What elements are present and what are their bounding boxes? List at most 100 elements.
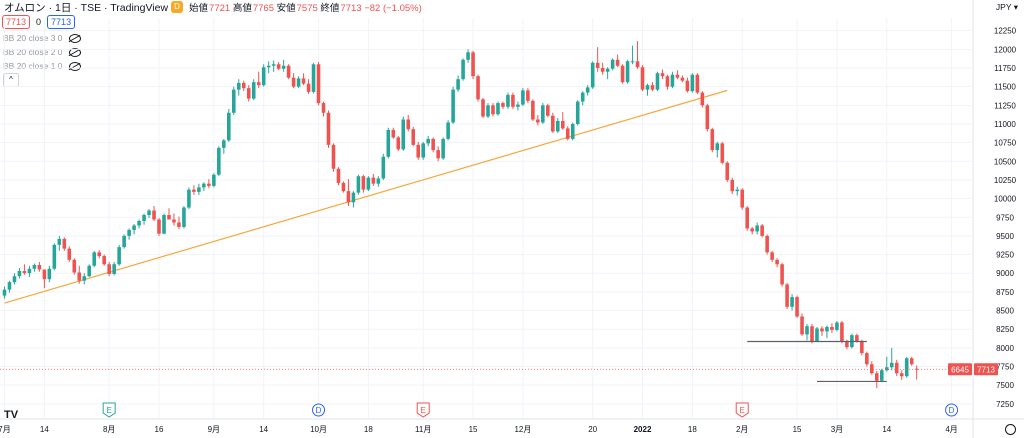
candle-body xyxy=(376,178,381,184)
x-tick-label: 9月 xyxy=(208,425,220,434)
candle-body xyxy=(575,101,580,124)
candle-body xyxy=(426,138,430,144)
candle-body xyxy=(37,265,42,270)
sell-price-button[interactable]: 7713 xyxy=(2,15,31,29)
candle-body xyxy=(127,229,131,236)
candle-body xyxy=(246,88,251,99)
candle-body xyxy=(47,268,52,280)
candle-body xyxy=(570,123,575,139)
y-tick-label: 8750 xyxy=(996,288,1014,297)
candle-body xyxy=(835,322,839,330)
candle-body xyxy=(600,68,605,72)
hide-eye-icon[interactable] xyxy=(68,61,81,71)
dividend-event-marker xyxy=(945,403,959,417)
candle-body xyxy=(306,83,311,92)
candle-body xyxy=(386,129,391,157)
candle-body xyxy=(511,94,515,107)
candle-body xyxy=(436,150,440,159)
candle-body xyxy=(914,368,919,370)
y-tick-label: 10000 xyxy=(994,195,1017,204)
market-status-badge[interactable]: D xyxy=(171,1,184,13)
candle-body xyxy=(620,65,625,83)
candle-body xyxy=(894,362,899,374)
y-tick-label: 12000 xyxy=(994,45,1017,54)
settings-gear-icon[interactable] xyxy=(1005,424,1016,435)
candle-body xyxy=(187,189,191,208)
candle-body xyxy=(371,177,376,184)
candle-body xyxy=(32,265,37,269)
x-tick-label: 3月 xyxy=(831,425,843,434)
candle-body xyxy=(501,103,505,107)
high-value: 7765 xyxy=(252,3,274,14)
chart-header: オムロン · 1日 · TSE · TradingView D 始値7721 高… xyxy=(4,0,422,14)
candle-body xyxy=(476,76,480,100)
candle-body xyxy=(815,328,819,342)
change-value: −82 (−1.05%) xyxy=(364,3,422,14)
candle-body xyxy=(690,74,695,92)
low-value: 7575 xyxy=(296,3,318,14)
currency-selector[interactable]: JPY ▾ xyxy=(995,2,1018,12)
x-tick-label: 12月 xyxy=(514,425,531,434)
candle-body xyxy=(800,316,804,335)
candle-body xyxy=(551,115,555,132)
x-tick-label: 18 xyxy=(364,425,373,434)
candle-body xyxy=(157,219,161,234)
candle-body xyxy=(521,90,525,105)
candle-body xyxy=(87,265,92,277)
candle-body xyxy=(202,183,206,188)
candle-body xyxy=(241,82,246,89)
candle-body xyxy=(670,74,675,87)
candle-body xyxy=(655,73,660,90)
candle-body xyxy=(750,228,754,232)
candle-body xyxy=(311,64,316,92)
candle-body xyxy=(765,235,769,253)
y-tick-label: 10250 xyxy=(994,176,1017,185)
candle-body xyxy=(107,264,111,274)
candle-body xyxy=(7,282,12,290)
symbol-title[interactable]: オムロン · 1日 · TSE · TradingView xyxy=(4,1,169,14)
event-marker-label: D xyxy=(949,406,955,415)
x-tick-label: 15 xyxy=(793,425,802,434)
candle-body xyxy=(192,189,196,192)
open-label: 始値 xyxy=(189,3,209,14)
candle-body xyxy=(590,62,595,88)
candle-body xyxy=(899,373,904,377)
candle-body xyxy=(276,64,281,69)
candle-body xyxy=(760,225,764,236)
candle-body xyxy=(231,89,236,113)
x-tick-label: 16 xyxy=(155,425,164,434)
price-label-bg xyxy=(948,363,972,376)
y-tick-label: 7500 xyxy=(996,381,1014,390)
candle-body xyxy=(860,341,864,354)
ohlc-values: 始値7721 高値7765 安値7575 終値7713 −82 (−1.05%) xyxy=(189,0,422,14)
candle-body xyxy=(401,119,406,150)
candle-body xyxy=(695,74,700,93)
candle-body xyxy=(725,162,730,180)
candle-body xyxy=(266,65,271,68)
buy-price-button[interactable]: 7713 xyxy=(47,15,76,29)
indicator-row[interactable]: BB 20 close 1 0 xyxy=(3,61,81,71)
candle-body xyxy=(137,220,141,226)
currency-label: JPY xyxy=(995,2,1012,12)
hide-eye-icon[interactable] xyxy=(68,47,81,57)
candle-body xyxy=(810,326,814,342)
candle-body xyxy=(665,76,670,87)
candle-body xyxy=(840,322,844,342)
indicator-row[interactable]: BB 20 close 3 0 xyxy=(3,33,81,43)
candle-body xyxy=(381,156,386,179)
candle-body xyxy=(481,99,485,117)
indicator-row[interactable]: BB 20 close 2 0 xyxy=(3,47,81,57)
y-tick-label: 11000 xyxy=(994,120,1016,129)
candle-body xyxy=(610,59,615,69)
dividend-event-marker xyxy=(312,403,326,417)
candle-body xyxy=(286,65,291,78)
y-tick-label: 10750 xyxy=(994,139,1017,148)
candle-body xyxy=(630,61,635,63)
hide-eye-icon[interactable] xyxy=(68,33,81,43)
candle-body xyxy=(336,168,341,183)
candle-body xyxy=(820,328,824,332)
candle-body xyxy=(42,269,47,280)
candle-body xyxy=(595,62,600,68)
y-tick-label: 11500 xyxy=(994,83,1016,92)
